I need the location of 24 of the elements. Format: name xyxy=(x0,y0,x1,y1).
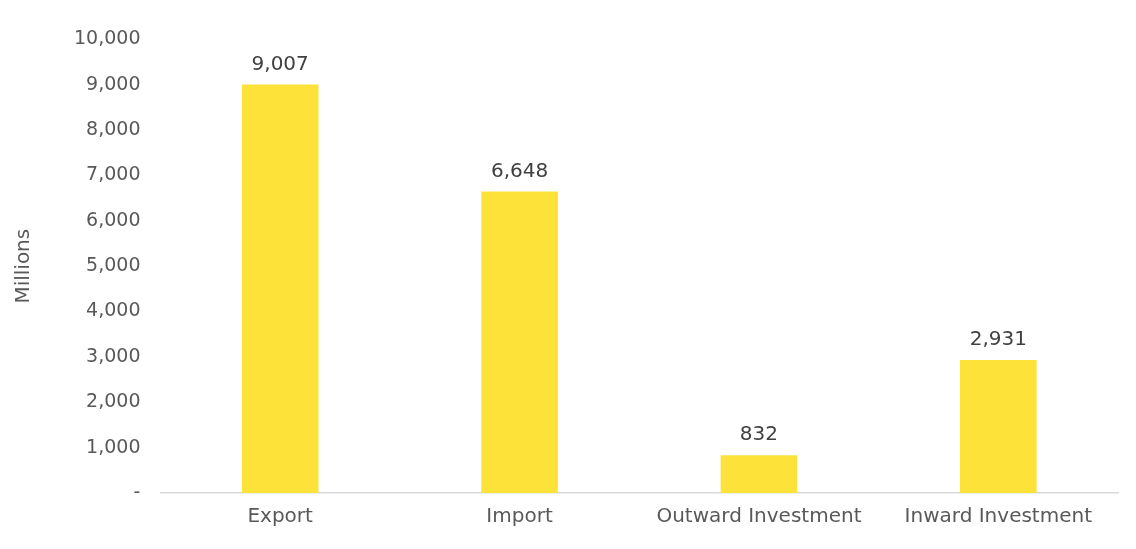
data-label: 9,007 xyxy=(251,50,309,75)
x-tick-label: Outward Investment xyxy=(656,503,862,528)
x-tick-label: Inward Investment xyxy=(904,503,1093,528)
bar xyxy=(241,84,319,493)
bar xyxy=(720,455,798,493)
x-tick-label: Export xyxy=(247,503,314,528)
y-tick-label: 9,000 xyxy=(86,71,141,94)
y-tick-label: 7,000 xyxy=(86,162,141,185)
y-tick-label: 2,000 xyxy=(86,389,141,412)
bar xyxy=(481,191,558,493)
y-tick-label: 4,000 xyxy=(86,298,141,321)
y-tick-label: 1,000 xyxy=(86,434,141,457)
y-tick-label: - xyxy=(133,479,141,502)
data-label: 2,931 xyxy=(969,326,1027,351)
y-tick-label: 8,000 xyxy=(86,117,141,140)
y-tick-label: 3,000 xyxy=(86,343,141,366)
x-tick-label: Import xyxy=(486,503,553,528)
y-tick-label: 5,000 xyxy=(86,253,141,276)
bar xyxy=(960,360,1037,493)
y-axis-title: Millions xyxy=(10,228,35,304)
data-label: 6,648 xyxy=(490,157,549,182)
data-label: 832 xyxy=(739,421,779,446)
y-tick-label: 10,000 xyxy=(74,26,141,49)
y-tick-label: 6,000 xyxy=(86,207,141,230)
